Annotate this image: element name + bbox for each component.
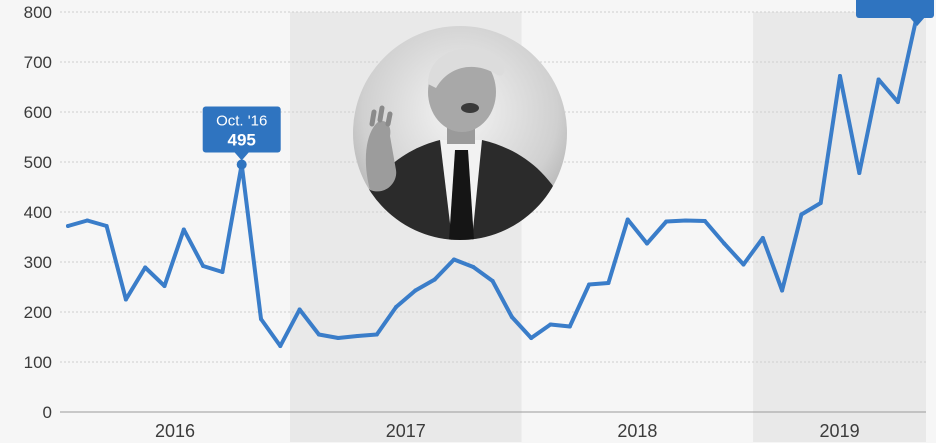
data-point	[760, 236, 765, 240]
data-point	[895, 100, 900, 104]
data-point	[799, 212, 804, 217]
data-point	[587, 282, 592, 287]
data-point	[316, 332, 321, 337]
data-point	[201, 264, 206, 268]
data-point	[509, 315, 514, 319]
data-point	[374, 332, 379, 337]
data-point	[529, 336, 534, 340]
data-point	[123, 297, 128, 302]
data-point	[606, 281, 611, 285]
callout-title: Oct. '16	[216, 113, 267, 130]
y-tick-label: 700	[24, 53, 52, 72]
x-tick-label: 2016	[155, 421, 195, 441]
data-point	[567, 324, 572, 329]
callout-marker	[236, 159, 247, 170]
data-point	[548, 322, 553, 327]
data-point	[741, 262, 746, 267]
data-point	[490, 279, 495, 283]
data-point	[818, 201, 823, 205]
data-point	[66, 224, 70, 228]
callout-pointer	[910, 18, 925, 26]
data-point	[85, 218, 90, 223]
data-point	[876, 77, 881, 82]
data-point	[162, 284, 167, 288]
y-tick-label: 300	[24, 253, 52, 272]
data-point	[452, 257, 456, 262]
data-point	[857, 171, 862, 175]
data-point	[702, 219, 707, 223]
y-tick-label: 400	[24, 203, 52, 222]
y-tick-label: 200	[24, 303, 52, 322]
data-point	[683, 218, 688, 223]
data-point	[838, 74, 842, 78]
callout-box	[856, 0, 934, 18]
y-tick-label: 100	[24, 353, 52, 372]
data-point	[143, 265, 148, 270]
data-point	[471, 265, 476, 269]
y-tick-label: 500	[24, 153, 52, 172]
data-point	[645, 241, 649, 246]
data-point	[220, 270, 225, 274]
y-tick-label: 800	[24, 3, 52, 22]
data-point	[336, 336, 341, 340]
data-point	[722, 241, 727, 246]
y-tick-label: 600	[24, 103, 52, 122]
data-point	[432, 277, 437, 282]
data-point	[394, 305, 399, 309]
data-point	[780, 288, 785, 293]
callout-box	[202, 106, 281, 153]
data-point	[259, 317, 263, 321]
data-point	[355, 334, 360, 338]
y-tick-label: 0	[43, 403, 52, 422]
x-tick-label: 2017	[386, 421, 426, 441]
x-tick-label: 2019	[820, 421, 860, 441]
data-point	[181, 227, 186, 232]
callout-value: 495	[228, 131, 256, 150]
data-point	[278, 344, 283, 348]
data-point	[297, 307, 302, 312]
data-point	[413, 288, 418, 293]
x-tick-label: 2018	[617, 421, 657, 441]
callout-pointer	[234, 152, 249, 161]
data-point	[104, 224, 109, 228]
data-point	[664, 219, 669, 224]
data-point	[625, 217, 630, 222]
value-callout	[856, 0, 934, 26]
